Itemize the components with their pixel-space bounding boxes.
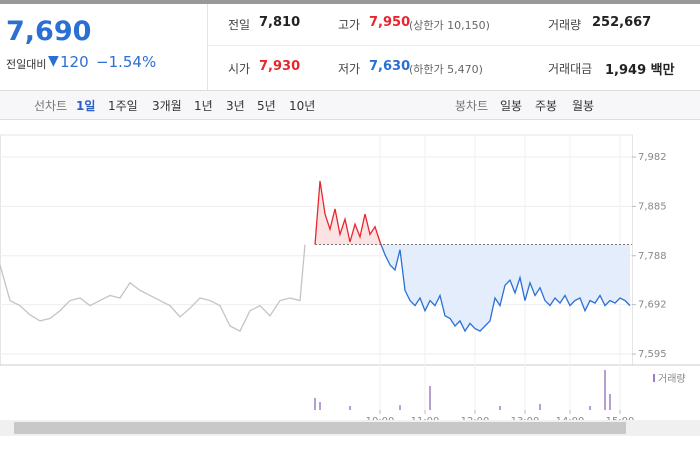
- change-rate: −1.54%: [96, 53, 157, 71]
- legend-label: 거래량: [658, 373, 686, 385]
- tab-group-label: 선차트: [34, 99, 68, 113]
- change-arrow: ▼: [48, 53, 59, 69]
- summary-value: 7,930: [259, 59, 301, 74]
- summary-label: 거래대금: [548, 62, 593, 76]
- change: 120: [60, 53, 89, 71]
- summary-label: 전일: [228, 18, 251, 32]
- area: [315, 180, 630, 332]
- y-tick-label: 7,692: [638, 300, 667, 311]
- tab[interactable]: 1주일: [108, 99, 138, 113]
- top-bar: [0, 0, 700, 4]
- tab[interactable]: 1년: [194, 99, 213, 113]
- tab[interactable]: 5년: [257, 99, 276, 113]
- summary-note: (상한가 10,150): [409, 19, 490, 32]
- scroll-thumb[interactable]: [14, 422, 626, 434]
- divider: [208, 45, 700, 46]
- summary-label: 저가: [338, 62, 361, 76]
- summary-label: 거래량: [548, 18, 582, 32]
- tab-bar: [0, 90, 700, 120]
- tab[interactable]: 3년: [226, 99, 245, 113]
- y-tick-label: 7,595: [638, 349, 667, 360]
- tab[interactable]: 1일: [76, 99, 96, 113]
- y-tick-label: 7,982: [638, 152, 667, 163]
- price-line: [0, 244, 306, 332]
- y-tick-label: 7,788: [638, 251, 667, 262]
- legend-swatch: [653, 374, 655, 382]
- summary-value: 7,810: [259, 15, 301, 30]
- tab[interactable]: 일봉: [500, 99, 523, 113]
- tab[interactable]: 3개월: [152, 99, 182, 113]
- price: 7,690: [6, 16, 92, 47]
- summary-value: 7,950: [369, 15, 411, 30]
- summary-value: 252,667: [592, 15, 652, 30]
- summary-value: 7,630: [369, 59, 411, 74]
- tab[interactable]: 10년: [289, 99, 316, 113]
- summary-label: 시가: [228, 62, 251, 76]
- price-line: [314, 180, 631, 333]
- summary-note: (하한가 5,470): [409, 63, 483, 76]
- divider: [207, 4, 208, 90]
- summary-label: 고가: [338, 18, 361, 32]
- tab-group-label: 봉차트: [455, 99, 489, 113]
- y-tick-label: 7,885: [638, 201, 667, 212]
- tab[interactable]: 주봉: [535, 99, 558, 113]
- tab[interactable]: 월봉: [572, 99, 595, 113]
- change-label: 전일대비: [6, 58, 47, 71]
- summary-value: 1,949 백만: [605, 63, 675, 78]
